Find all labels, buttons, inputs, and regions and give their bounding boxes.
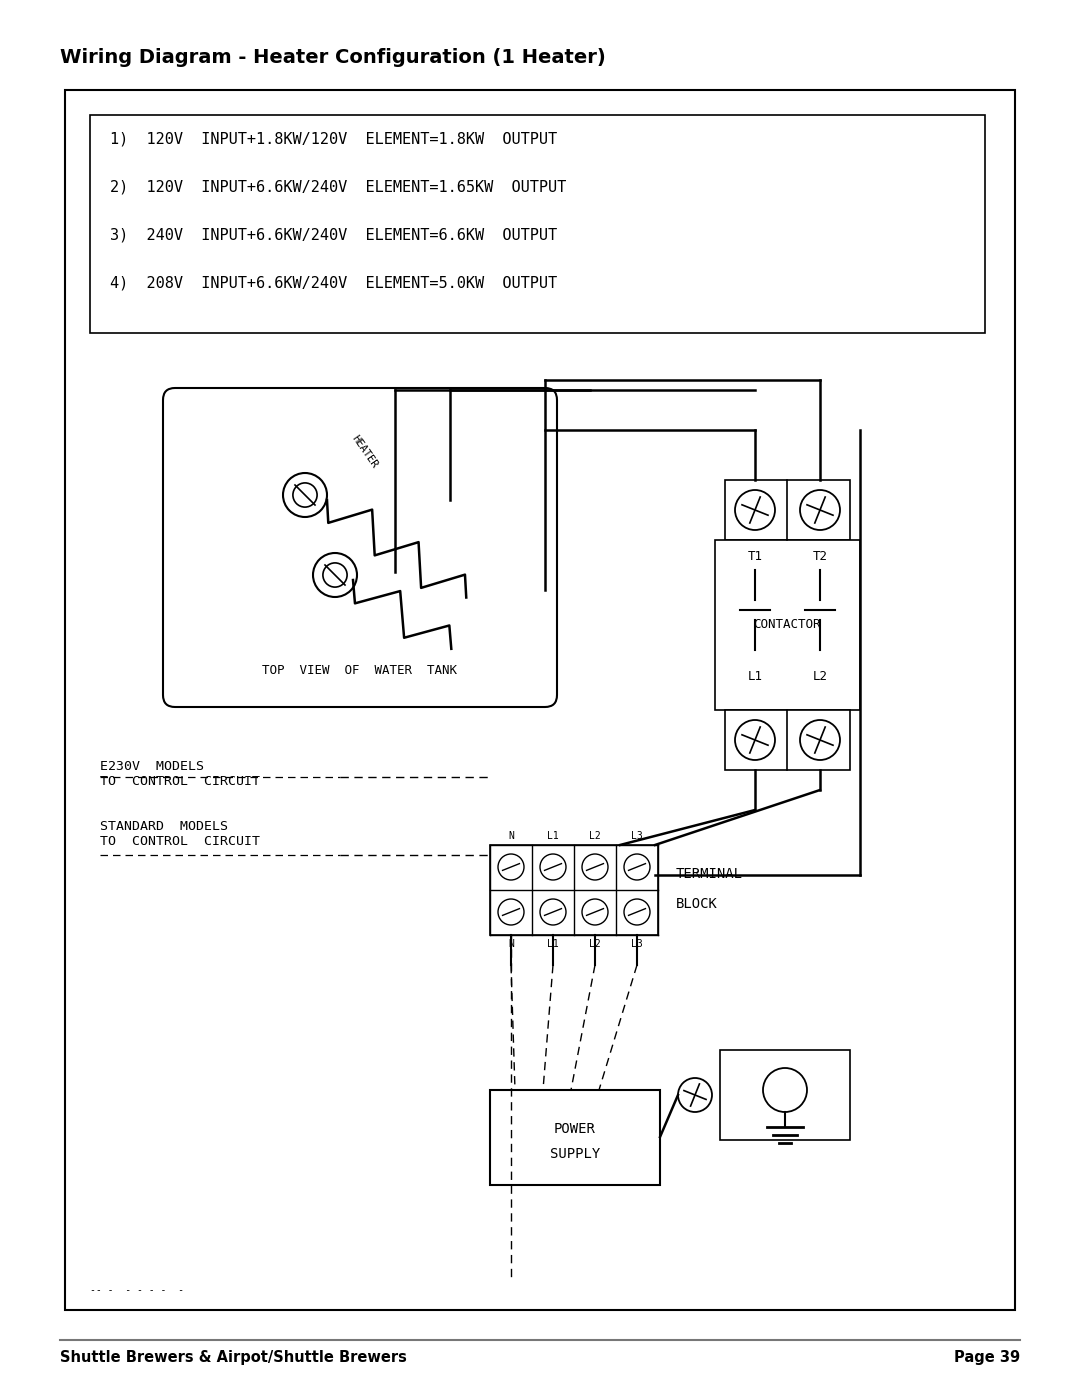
Text: Page 39: Page 39 <box>954 1350 1020 1365</box>
FancyBboxPatch shape <box>90 115 985 332</box>
Text: CONTACTOR: CONTACTOR <box>753 619 821 631</box>
Text: L3: L3 <box>631 939 643 949</box>
Text: T1: T1 <box>747 550 762 563</box>
Text: 1)  120V  INPUT+1.8KW/120V  ELEMENT=1.8KW  OUTPUT: 1) 120V INPUT+1.8KW/120V ELEMENT=1.8KW O… <box>110 131 557 147</box>
Text: Shuttle Brewers & Airpot/Shuttle Brewers: Shuttle Brewers & Airpot/Shuttle Brewers <box>60 1350 407 1365</box>
FancyBboxPatch shape <box>490 845 658 935</box>
FancyBboxPatch shape <box>725 710 850 770</box>
Text: Wiring Diagram - Heater Configuration (1 Heater): Wiring Diagram - Heater Configuration (1… <box>60 47 606 67</box>
Text: BLOCK: BLOCK <box>676 897 718 911</box>
FancyBboxPatch shape <box>490 1090 660 1185</box>
Text: TERMINAL: TERMINAL <box>676 868 743 882</box>
Text: L2: L2 <box>589 939 600 949</box>
Text: L2: L2 <box>589 831 600 841</box>
FancyBboxPatch shape <box>720 1051 850 1140</box>
Text: STANDARD  MODELS
TO  CONTROL  CIRCUIT: STANDARD MODELS TO CONTROL CIRCUIT <box>100 820 260 848</box>
Text: L1: L1 <box>548 831 558 841</box>
Text: E230V  MODELS
TO  CONTROL  CIRCUIT: E230V MODELS TO CONTROL CIRCUIT <box>100 760 260 788</box>
FancyBboxPatch shape <box>163 388 557 707</box>
Text: SUPPLY: SUPPLY <box>550 1147 600 1161</box>
Text: 2)  120V  INPUT+6.6KW/240V  ELEMENT=1.65KW  OUTPUT: 2) 120V INPUT+6.6KW/240V ELEMENT=1.65KW … <box>110 180 566 196</box>
Text: L3: L3 <box>631 831 643 841</box>
Text: POWER: POWER <box>554 1122 596 1136</box>
Text: L1: L1 <box>747 671 762 683</box>
Text: TOP  VIEW  OF  WATER  TANK: TOP VIEW OF WATER TANK <box>262 664 458 678</box>
Text: -- -  - - - -  -: -- - - - - - - <box>90 1285 184 1295</box>
FancyBboxPatch shape <box>65 89 1015 1310</box>
Text: L2: L2 <box>812 671 827 683</box>
Text: N: N <box>508 939 514 949</box>
Text: L1: L1 <box>548 939 558 949</box>
Text: 4)  208V  INPUT+6.6KW/240V  ELEMENT=5.0KW  OUTPUT: 4) 208V INPUT+6.6KW/240V ELEMENT=5.0KW O… <box>110 277 557 291</box>
Text: N: N <box>508 831 514 841</box>
Text: 3)  240V  INPUT+6.6KW/240V  ELEMENT=6.6KW  OUTPUT: 3) 240V INPUT+6.6KW/240V ELEMENT=6.6KW O… <box>110 228 557 243</box>
FancyBboxPatch shape <box>725 481 850 541</box>
FancyBboxPatch shape <box>715 541 860 710</box>
Text: HEATER: HEATER <box>350 433 380 469</box>
Text: T2: T2 <box>812 550 827 563</box>
